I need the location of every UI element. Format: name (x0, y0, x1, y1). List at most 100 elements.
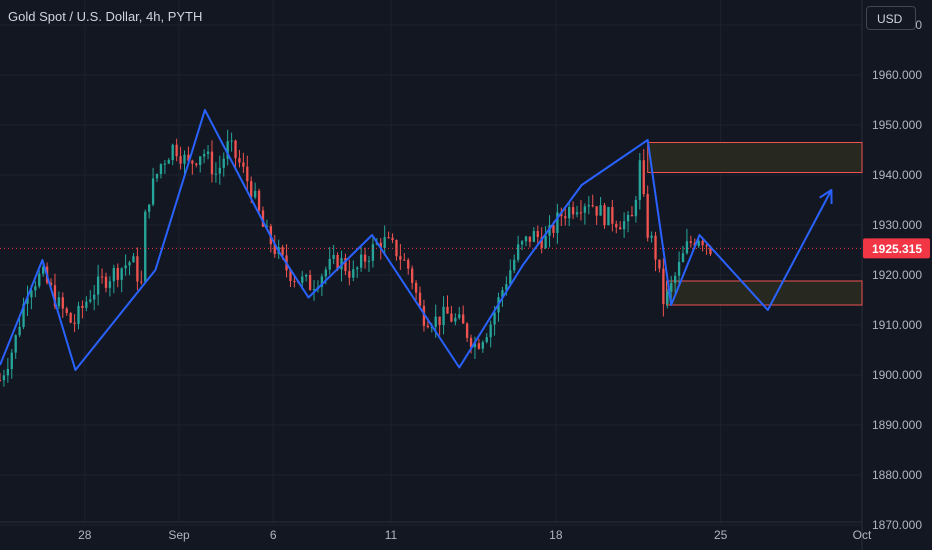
candle-body (626, 214, 630, 222)
candle-body (214, 173, 218, 175)
candle-body (10, 352, 13, 369)
candle-body (630, 214, 634, 217)
candle-body (607, 206, 610, 226)
candle-body (57, 297, 61, 307)
candle-body (442, 306, 445, 325)
candle-body (250, 181, 253, 198)
candle-body (622, 221, 626, 230)
x-tick-label: Sep (168, 528, 190, 542)
candle-body (650, 235, 653, 238)
candle-body (320, 276, 324, 287)
candle-body (199, 156, 202, 166)
candle-body (136, 256, 139, 282)
candle-body (34, 286, 37, 291)
candle-body (536, 231, 539, 238)
current-price-tag (863, 238, 930, 259)
candle-body (685, 241, 689, 254)
candle-body (528, 236, 532, 242)
candle-body (359, 254, 363, 268)
candle-body (426, 325, 430, 328)
candle-body (312, 289, 316, 291)
candle-body (26, 297, 29, 304)
candle-body (179, 156, 182, 164)
candle-body (465, 323, 469, 338)
candle-body (407, 259, 410, 269)
candle-body (6, 368, 10, 376)
candle-body (481, 342, 484, 349)
candle-body (469, 337, 473, 348)
candle-body (371, 244, 375, 261)
candle-body (112, 268, 115, 282)
y-tick-label: 1910.000 (872, 318, 922, 332)
candle-body (81, 305, 84, 308)
x-tick-label: 25 (714, 528, 728, 542)
candle-body (473, 343, 477, 348)
candle-body (69, 313, 72, 323)
candle-body (591, 205, 594, 207)
zigzag-drawing (0, 109, 833, 371)
candle-body (116, 268, 119, 280)
candle-body (289, 270, 292, 281)
current-price-label: 1925.315 (872, 242, 922, 256)
y-tick-label: 1960.000 (872, 68, 922, 82)
candle-body (446, 306, 449, 314)
candle-body (391, 237, 394, 241)
candle-body (73, 322, 76, 324)
candle-body (22, 303, 25, 327)
candle-body (218, 167, 221, 174)
candle-body (489, 324, 492, 338)
candle-body (387, 237, 390, 239)
supply-demand-zone (666, 280, 863, 306)
candle-body (281, 247, 284, 256)
candle-body (128, 262, 131, 266)
candle-body (540, 237, 543, 248)
candle-body (701, 240, 704, 246)
candle-body (662, 268, 665, 305)
candle-body (462, 314, 465, 324)
y-tick-label: 1950.000 (872, 118, 922, 132)
candle-body (242, 162, 245, 167)
candle-body (615, 223, 618, 228)
candle-body (293, 280, 296, 282)
candle-body (195, 163, 198, 166)
candle-body (167, 160, 170, 164)
candle-body (104, 276, 108, 288)
candle-body (619, 227, 622, 230)
candle-body (516, 244, 520, 260)
candle-body (234, 140, 237, 159)
candle-body (642, 160, 645, 194)
candle-body (450, 313, 453, 322)
candle-body (520, 241, 524, 245)
candle-body (571, 207, 575, 215)
candle-body (418, 292, 422, 306)
x-tick-label: 6 (270, 528, 277, 542)
candle-body (93, 294, 96, 300)
candle-body (509, 270, 512, 285)
candle-body (603, 205, 606, 226)
candle-body (638, 160, 641, 200)
y-tick-label: 1930.000 (872, 218, 922, 232)
candle-body (171, 144, 174, 161)
candle-body (222, 158, 225, 168)
candle-body (100, 276, 104, 278)
candle-body (485, 337, 488, 343)
candle-body (524, 236, 528, 242)
candle-body (689, 241, 693, 243)
arrow-head (819, 189, 833, 205)
candle-body (403, 259, 406, 261)
candle-body (226, 141, 229, 159)
candle-body (202, 153, 206, 157)
y-tick-label: 1920.000 (872, 268, 922, 282)
y-tick-label: 1900.000 (872, 368, 922, 382)
candle-body (49, 282, 53, 286)
candle-body (120, 268, 123, 280)
candle-body (399, 256, 402, 260)
candle-body (53, 285, 57, 307)
y-tick-label: 1870.000 (872, 518, 922, 532)
candle-body (183, 154, 186, 164)
candle-body (261, 210, 265, 227)
currency-button[interactable]: USD (866, 6, 916, 30)
candle-body (159, 164, 163, 175)
candle-body (677, 261, 681, 276)
